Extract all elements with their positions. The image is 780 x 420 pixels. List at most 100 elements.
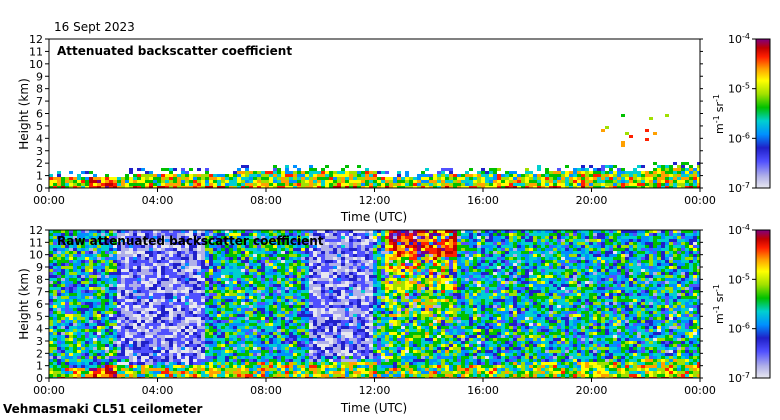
heat-cell [249,278,253,281]
heat-cell [345,263,349,266]
heat-cell [353,230,357,233]
heat-cell [313,350,317,353]
heat-cell [357,263,361,266]
heat-cell [93,344,97,347]
heat-cell [85,368,89,371]
colorbar-ticks-top: 10-410-510-610-7 [728,32,756,195]
heat-cell [297,171,301,174]
heat-cell [53,266,57,269]
heat-cell [333,368,337,371]
heat-cell [173,329,177,332]
heat-cell [173,278,177,281]
heat-cell [153,341,157,344]
heat-cell [237,293,241,296]
heat-cell [493,177,497,180]
heat-cell [205,233,209,236]
heat-cell [265,374,269,377]
heat-cell [217,183,221,186]
heat-cell [317,344,321,347]
heat-cell [293,335,297,338]
heat-cell [349,278,353,281]
heat-cell [61,180,65,183]
heat-cell [349,236,353,239]
heat-cell [177,296,181,299]
heat-cell [85,275,89,278]
heat-cell [77,290,81,293]
heat-cell [673,180,677,183]
heat-cell [237,374,241,377]
heat-cell [313,290,317,293]
heat-cell [89,272,93,275]
heat-cell [213,284,217,287]
heat-cell [325,165,329,168]
heat-cell [261,320,265,323]
heat-cell [53,356,57,359]
heat-cell [145,368,149,371]
heat-cell [185,171,189,174]
heat-cell [305,350,309,353]
heat-cell [433,186,437,188]
heat-cell [161,284,165,287]
heat-cell [221,359,225,362]
heat-cell [269,296,273,299]
heat-cell [273,356,277,359]
heat-cell [277,359,281,362]
heat-cell [245,338,249,341]
heat-cell [101,177,105,180]
heat-cell [361,287,365,290]
heat-cell [97,287,101,290]
heat-cell [153,308,157,311]
heat-cell [321,362,325,365]
heat-cell [357,242,361,245]
heat-cell [529,177,533,180]
heat-cell [85,362,89,365]
heat-cell [397,186,401,188]
heat-cell [97,177,101,180]
heat-cell [693,171,697,174]
heat-cell [289,272,293,275]
heat-cell [301,242,305,245]
heat-cell [273,260,277,263]
heat-cell [101,353,105,356]
heat-cell [333,257,337,260]
heat-cell [477,180,481,183]
heat-cell [601,177,605,180]
heat-cell [141,296,145,299]
heat-cell [329,251,333,254]
heat-cell [305,245,309,248]
heat-cell [265,272,269,275]
heat-cell [161,314,165,317]
heat-cell [205,242,209,245]
heat-cell [313,317,317,320]
heat-cell [485,180,489,183]
heat-cell [77,305,81,308]
heat-cell [173,320,177,323]
heat-cell [537,165,541,168]
heat-cell [313,269,317,272]
heat-cell [97,299,101,302]
heat-cell [257,230,261,233]
heat-cell [225,180,229,183]
heat-cell [197,287,201,290]
heat-cell [285,353,289,356]
heat-cell [241,305,245,308]
heat-cell [353,257,357,260]
heat-cell [273,296,277,299]
heat-cell [213,251,217,254]
heat-cell [229,305,233,308]
heat-cell [309,299,313,302]
heat-cell [329,272,333,275]
heat-cell [329,296,333,299]
heat-cell [329,245,333,248]
heat-cell [237,341,241,344]
heat-cell [313,248,317,251]
heat-cell [153,311,157,314]
heat-cell [141,317,145,320]
x-tick-label-top: 16:00 [467,194,499,207]
heat-cell [297,251,301,254]
heat-cell [73,254,77,257]
heat-cell [137,287,141,290]
heat-cell [137,374,141,377]
heat-cell [81,305,85,308]
heat-cell [265,305,269,308]
